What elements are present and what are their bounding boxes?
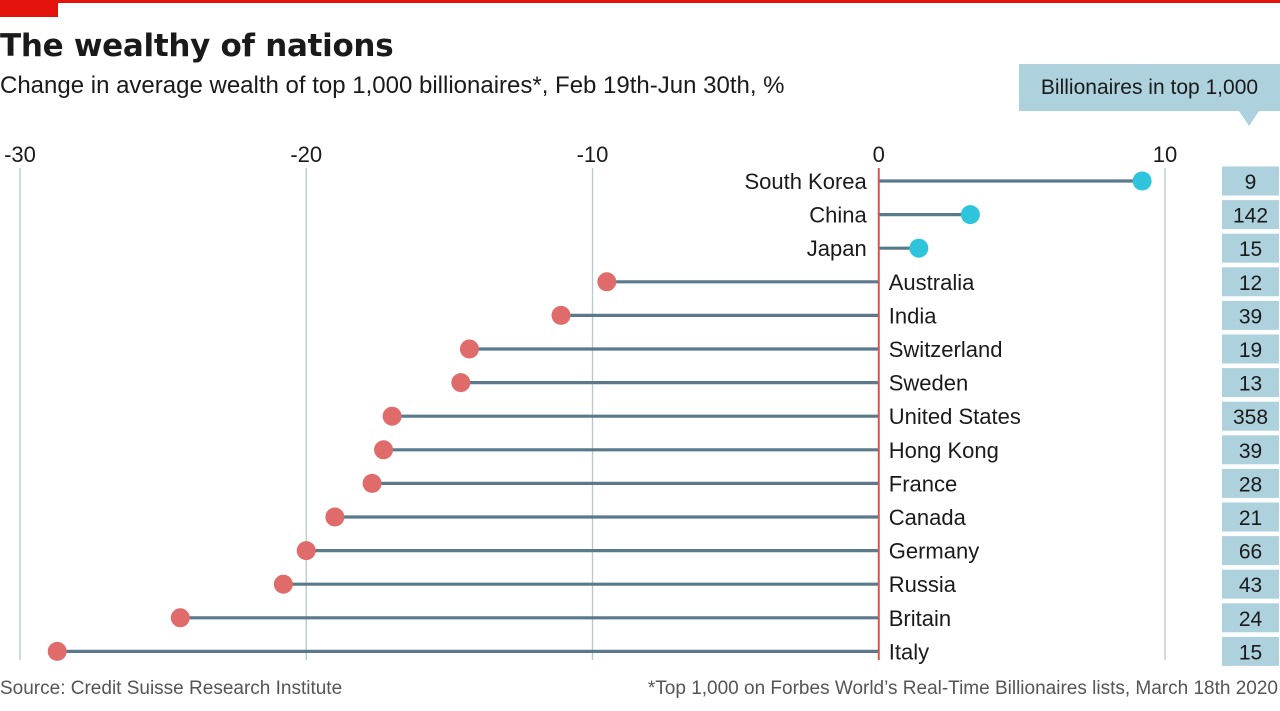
lollipop-point: [362, 473, 382, 493]
lollipop-point: [382, 406, 402, 426]
chart-subtitle: Change in average wealth of top 1,000 bi…: [0, 72, 785, 99]
count-value: 15: [1239, 238, 1262, 261]
lollipop-point: [1132, 171, 1152, 191]
count-box: [1222, 368, 1279, 398]
count-box: [1222, 267, 1279, 297]
category-label: Canada: [889, 505, 967, 530]
count-value: 19: [1239, 339, 1262, 362]
count-box: [1222, 300, 1279, 330]
count-value: 28: [1239, 473, 1262, 496]
lollipop-point: [374, 440, 394, 460]
category-label: Germany: [889, 539, 979, 564]
x-tick-label: -30: [4, 142, 36, 167]
count-value: 21: [1239, 507, 1262, 530]
lollipop-point: [597, 272, 617, 292]
category-label: Britain: [889, 606, 951, 631]
lollipop-point: [273, 574, 293, 594]
category-label: United States: [889, 404, 1021, 429]
category-label: South Korea: [744, 169, 867, 194]
count-value: 66: [1239, 541, 1262, 564]
lollipop-point: [170, 608, 190, 628]
category-label: Japan: [807, 236, 867, 261]
lollipop-point: [451, 373, 471, 393]
count-box: [1222, 166, 1279, 196]
count-box: [1222, 603, 1279, 633]
count-value: 12: [1239, 272, 1262, 295]
lollipop-point: [909, 238, 929, 258]
count-value: 39: [1239, 305, 1262, 328]
count-value: 39: [1239, 440, 1262, 463]
count-value: 15: [1239, 641, 1262, 664]
count-value: 24: [1239, 608, 1263, 631]
billionaires-count-header: Billionaires in top 1,000: [1019, 64, 1280, 111]
count-box: [1222, 435, 1279, 465]
lollipop-point: [47, 641, 67, 661]
count-box: [1222, 200, 1279, 230]
count-box: [1222, 468, 1279, 498]
category-label: Australia: [889, 270, 975, 295]
category-label: France: [889, 471, 957, 496]
count-value: 13: [1239, 373, 1262, 396]
count-box: [1222, 401, 1279, 431]
x-tick-label: 0: [873, 142, 885, 167]
category-label: China: [809, 203, 867, 228]
lollipop-point: [960, 205, 980, 225]
category-label: India: [889, 303, 937, 328]
footnote: *Top 1,000 on Forbes World’s Real-Time B…: [647, 678, 1278, 699]
chart-title: The wealthy of nations: [0, 28, 394, 64]
category-label: Italy: [889, 639, 929, 664]
brand-tab: [0, 0, 58, 17]
lollipop-point: [551, 305, 571, 325]
x-tick-label: -10: [577, 142, 609, 167]
lollipop-point: [459, 339, 479, 359]
count-box: [1222, 569, 1279, 599]
count-box: [1222, 334, 1279, 364]
count-box: [1222, 536, 1279, 566]
category-label: Switzerland: [889, 337, 1003, 362]
lollipop-point: [325, 507, 345, 527]
brand-rule: [0, 0, 1280, 3]
x-tick-label: 10: [1153, 142, 1177, 167]
category-label: Sweden: [889, 371, 969, 396]
x-tick-label: -20: [290, 142, 322, 167]
count-box: [1222, 502, 1279, 532]
count-value: 142: [1233, 205, 1268, 228]
count-value: 9: [1245, 171, 1257, 194]
count-box: [1222, 636, 1279, 666]
count-value: 43: [1239, 574, 1262, 597]
count-box: [1222, 233, 1279, 263]
category-label: Hong Kong: [889, 438, 999, 463]
source-note: Source: Credit Suisse Research Institute: [0, 678, 343, 699]
lollipop-point: [296, 541, 316, 561]
callout-pointer: [1239, 111, 1259, 126]
count-value: 358: [1233, 406, 1268, 429]
category-label: Russia: [889, 572, 957, 597]
